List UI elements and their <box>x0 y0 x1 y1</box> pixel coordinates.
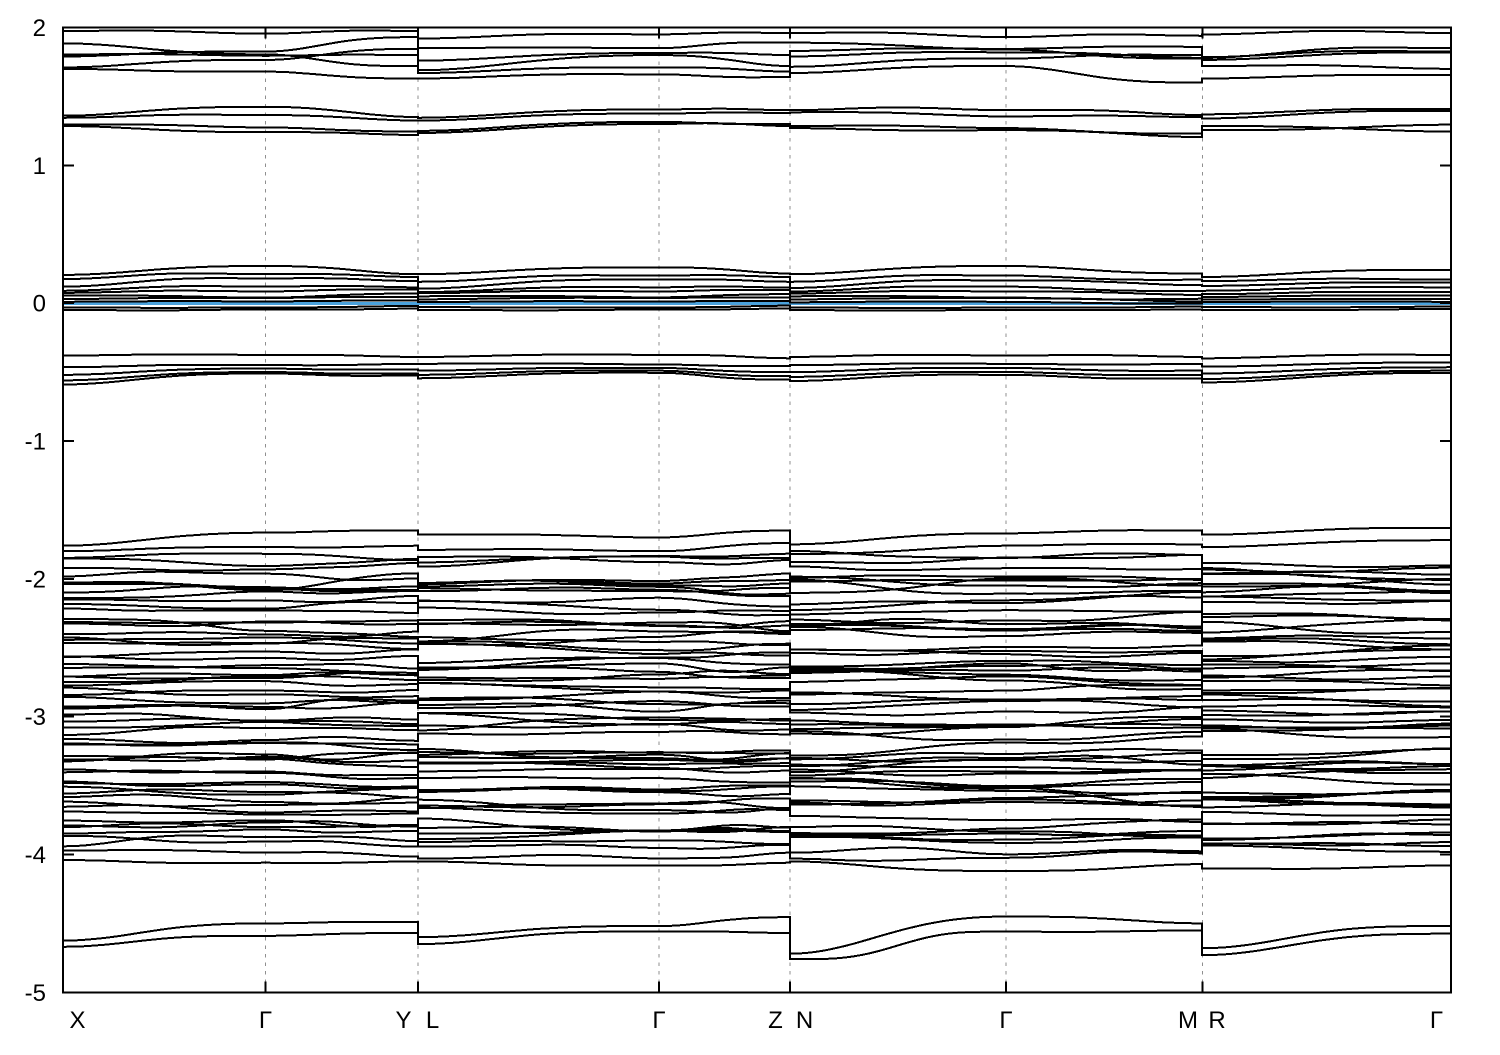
svg-text:0: 0 <box>33 291 46 318</box>
svg-text:Z: Z <box>768 1007 783 1034</box>
svg-text:R: R <box>1208 1007 1225 1034</box>
svg-text:-5: -5 <box>25 980 46 1007</box>
svg-text:Y: Y <box>395 1007 411 1034</box>
svg-text:Γ: Γ <box>999 1007 1012 1034</box>
svg-text:L: L <box>426 1007 439 1034</box>
svg-text:Γ: Γ <box>652 1007 665 1034</box>
svg-text:1: 1 <box>33 153 46 180</box>
svg-text:2: 2 <box>33 15 46 42</box>
svg-text:N: N <box>796 1007 813 1034</box>
svg-text:X: X <box>69 1007 85 1034</box>
svg-text:Γ: Γ <box>259 1007 272 1034</box>
svg-text:-2: -2 <box>25 566 46 593</box>
svg-text:-1: -1 <box>25 429 46 456</box>
svg-text:Γ: Γ <box>1430 1007 1443 1034</box>
svg-text:-3: -3 <box>25 704 46 731</box>
svg-text:M: M <box>1178 1007 1198 1034</box>
svg-text:-4: -4 <box>25 842 46 869</box>
